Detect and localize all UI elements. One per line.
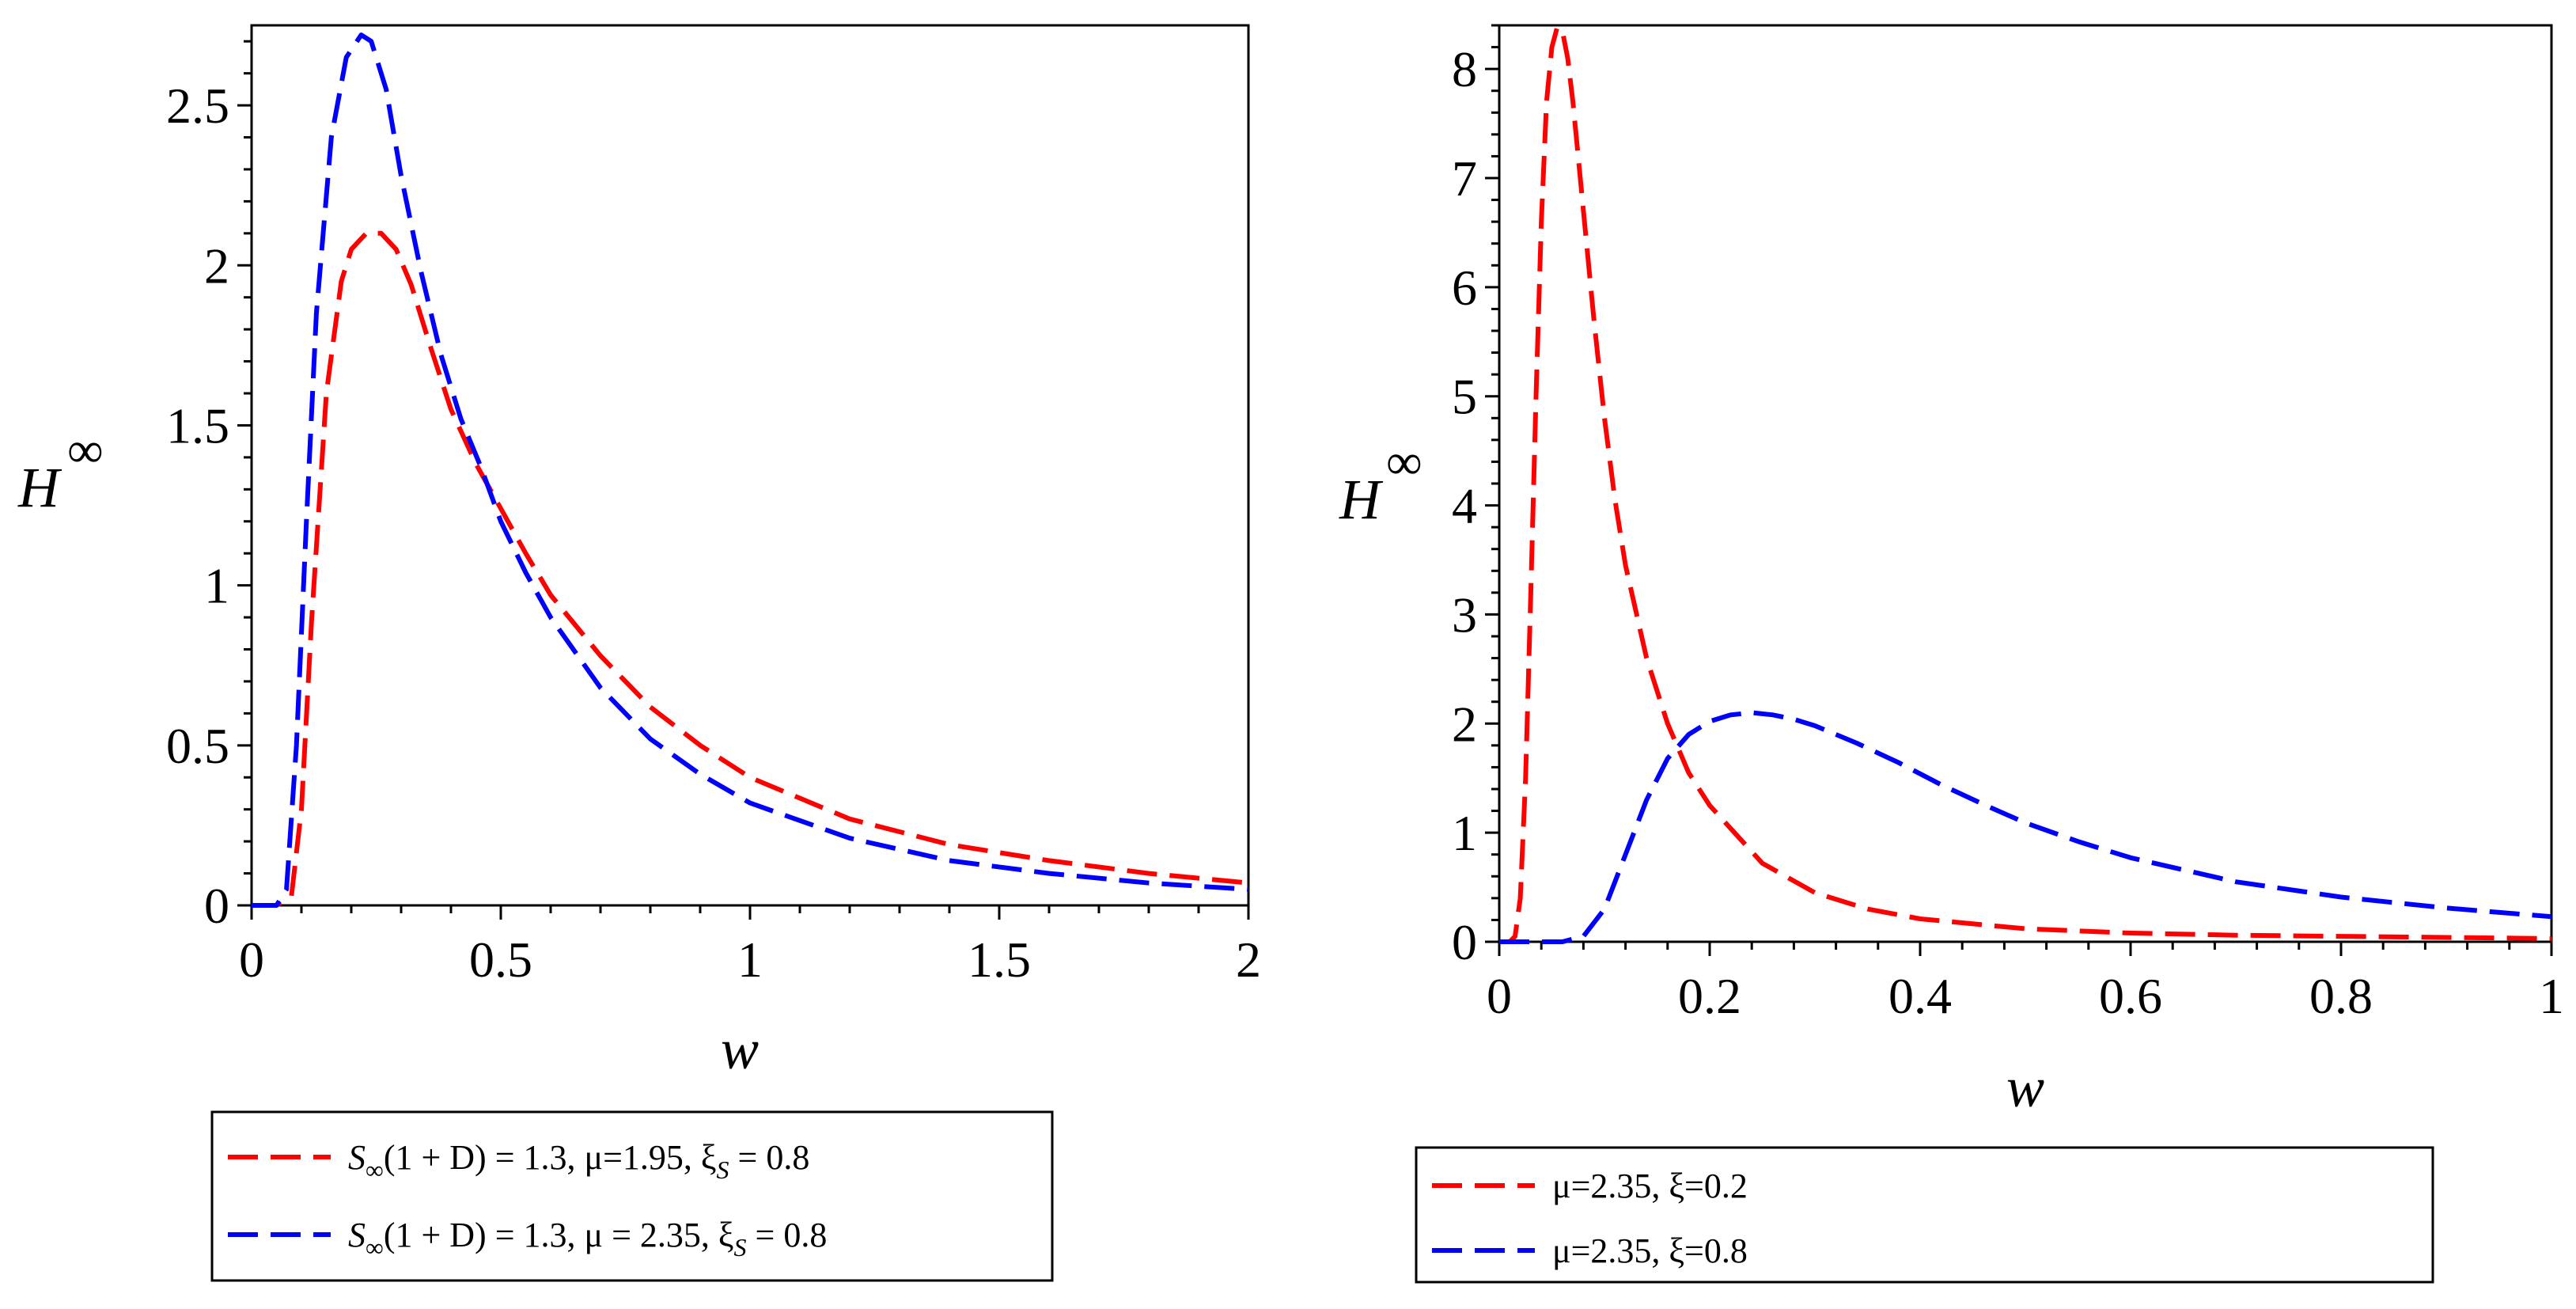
chart-right-x-tick-label: 0.2: [1678, 968, 1741, 1024]
legend-1-inf: ∞: [366, 1233, 384, 1262]
chart-right-y-tick-label: 5: [1452, 369, 1477, 425]
chart-left-ylabel-superscript: ∞: [67, 422, 104, 478]
legend-0-s2: S: [717, 1155, 729, 1184]
chart-right-x-tick-label: 0: [1487, 968, 1512, 1024]
legend-1-s2: S: [734, 1233, 747, 1262]
chart-left-legend-label-0: S∞(1 + D) = 1.3, μ=1.95, ξS = 0.8: [348, 1138, 809, 1184]
legend-1-s: S: [348, 1216, 366, 1254]
chart-right-series-line-0: [1499, 25, 2552, 944]
chart-right-series: [1499, 25, 2552, 944]
chart-left: 0 0.5 1 1.5 200.511.522.5 w H ∞ S∞(1 + D) = …: [17, 24, 1261, 1282]
chart-left-tick-labels: 0 0.5 1 1.5 2 0 0.5 1 1.5 2 2.5: [166, 78, 1261, 988]
chart-right-y-tick-label: 2: [1452, 696, 1477, 752]
chart-left-legend: S∞(1 + D) = 1.3, μ=1.95, ξS = 0.8 S∞(1 +…: [210, 1110, 1054, 1282]
chart-left-series: [252, 32, 1249, 908]
chart-left-plot-frame: [250, 24, 1250, 907]
chart-right-legend-label-1: μ=2.35, ξ=0.8: [1552, 1231, 1748, 1270]
chart-right-x-tick-label: 0.4: [1888, 968, 1952, 1024]
chart-right-plot-frame: [1498, 24, 2553, 943]
legend-1-mid: (1 + D) = 1.3, μ = 2.35, ξ: [384, 1216, 734, 1254]
chart-right-series-line-1: [1499, 710, 2552, 944]
chart-left-ticks: [237, 40, 1250, 920]
chart-left-series-line-0: [252, 230, 1249, 908]
chart-right-y-tick-label: 7: [1452, 150, 1477, 207]
chart-right-tick-labels: 0 0.2 0.4 0.6 0.8 1 0 1 2 3 4 5 6 7 8: [1452, 41, 2564, 1024]
chart-left-legend-label-1: S∞(1 + D) = 1.3, μ = 2.35, ξS = 0.8: [348, 1216, 827, 1262]
chart-right-ylabel-superscript: ∞: [1386, 434, 1422, 490]
chart-left-x-tick-label: 0.5: [469, 931, 532, 988]
chart-right-legend-box: [1415, 1146, 2434, 1284]
chart-right-ylabel-main: H: [1339, 468, 1384, 531]
legend-0-mid: (1 + D) = 1.3, μ=1.95, ξ: [384, 1138, 717, 1177]
chart-right-y-tick-label: 0: [1452, 914, 1477, 970]
chart-left-y-tick-label: 0.5: [166, 718, 229, 774]
chart-left-x-tick-label: 2: [1236, 931, 1261, 988]
chart-left-xlabel: w: [721, 1018, 759, 1081]
chart-left-y-tick-label: 0: [204, 878, 229, 934]
chart-right-ticks: [1485, 24, 2553, 956]
chart-left-x-tick-label: 1: [737, 931, 763, 988]
chart-right-y-tick-label: 6: [1452, 260, 1477, 316]
chart-left-x-tick-label: 1.5: [968, 931, 1031, 988]
chart-left-ylabel: H ∞: [17, 422, 104, 519]
chart-right-x-tick-label: 0.6: [2099, 968, 2162, 1024]
chart-left-series-line-1: [252, 32, 1249, 908]
chart-left-y-tick-label: 2.5: [166, 78, 229, 134]
chart-right-xlabel: w: [2006, 1056, 2044, 1119]
legend-1-post: = 0.8: [747, 1216, 828, 1254]
chart-left-y-tick-label: 1: [204, 558, 229, 614]
chart-right-y-tick-label: 3: [1452, 586, 1477, 643]
chart-right-x-tick-label: 1: [2539, 968, 2564, 1024]
chart-left-y-tick-label: 1.5: [166, 397, 229, 453]
chart-right-legend: μ=2.35, ξ=0.2 μ=2.35, ξ=0.8: [1415, 1146, 2434, 1284]
chart-right-y-tick-label: 4: [1452, 478, 1477, 534]
chart-right-ylabel: H ∞: [1339, 434, 1422, 531]
chart-left-y-tick-label: 2: [204, 237, 229, 294]
chart-right-legend-label-0: μ=2.35, ξ=0.2: [1552, 1167, 1748, 1205]
legend-0-post: = 0.8: [729, 1138, 810, 1177]
chart-right-y-tick-label: 1: [1452, 805, 1477, 861]
chart-left-legend-box: [210, 1110, 1054, 1282]
legend-0-s: S: [348, 1138, 366, 1177]
chart-left-ylabel-main: H: [17, 456, 63, 519]
chart-left-x-tick-label: 0: [239, 931, 264, 988]
chart-right: 0 0.2 0.4 0.6 0.8 1 0 1 2 3 4 5 6 7 8 w H ∞ μ=2.35, ξ=…: [1339, 24, 2564, 1284]
chart-right-y-tick-label: 8: [1452, 41, 1477, 97]
chart-right-x-tick-label: 0.8: [2309, 968, 2373, 1024]
legend-0-inf: ∞: [366, 1155, 384, 1184]
